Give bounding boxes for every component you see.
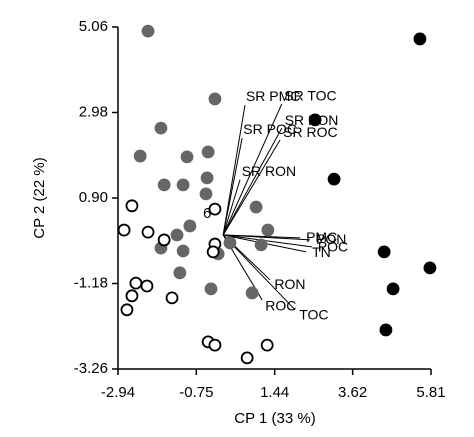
point	[254, 238, 268, 252]
x-tick-label: 1.44	[260, 384, 289, 401]
point	[249, 200, 263, 214]
loading-label: RON	[274, 276, 305, 292]
point	[204, 282, 218, 296]
point	[199, 187, 213, 201]
loading-label: SR ROC	[283, 124, 337, 140]
point	[379, 323, 393, 337]
point	[423, 261, 437, 275]
point	[308, 113, 322, 127]
loading-vector	[222, 103, 283, 236]
y-tick-label: -1.18	[74, 274, 108, 291]
point	[141, 24, 155, 38]
y-tick-label: 2.98	[79, 103, 108, 120]
y-tick-label: -3.26	[74, 360, 108, 377]
loading-vector	[223, 234, 312, 248]
point	[327, 172, 341, 186]
point	[201, 145, 215, 159]
x-tick-label: -2.94	[101, 384, 135, 401]
point	[377, 245, 391, 259]
loading-label: TN	[312, 244, 331, 260]
x-tick-label: -0.75	[179, 384, 213, 401]
x-tick-label: 5.81	[416, 384, 445, 401]
point	[170, 228, 184, 242]
point	[206, 245, 220, 259]
point	[245, 286, 259, 300]
loading-label: ROC	[265, 298, 296, 314]
point	[133, 149, 147, 163]
loading-vector	[222, 137, 243, 236]
point	[176, 244, 190, 258]
point	[208, 338, 222, 352]
loading-label: SR POC	[243, 121, 297, 137]
point	[183, 219, 197, 233]
loading-label: SR RON	[242, 163, 296, 179]
point	[200, 171, 214, 185]
y-axis-label: CP 2 (22 %)	[31, 157, 48, 238]
loading-label: SR TOC	[284, 87, 336, 103]
loading-vector	[223, 234, 311, 241]
point	[165, 291, 179, 305]
loading-vector	[222, 234, 296, 311]
loading-vector	[222, 139, 281, 236]
point	[260, 338, 274, 352]
point	[117, 223, 131, 237]
point	[129, 276, 143, 290]
loading-vector	[222, 105, 246, 236]
loading-label: SR PMC	[246, 88, 300, 104]
loading-label: PMC	[306, 229, 337, 245]
loading-label: PON	[316, 231, 346, 247]
point	[240, 351, 254, 365]
point	[157, 178, 171, 192]
loading-label: POC	[318, 239, 348, 255]
point	[223, 236, 237, 250]
point	[208, 202, 222, 216]
point	[141, 225, 155, 239]
point	[176, 178, 190, 192]
x-tick-label: 3.62	[338, 384, 367, 401]
x-axis-label: CP 1 (33 %)	[234, 410, 315, 427]
loading-label: TOC	[299, 306, 328, 322]
point	[157, 233, 171, 247]
point	[125, 199, 139, 213]
point	[125, 289, 139, 303]
point	[173, 266, 187, 280]
y-tick-label: 5.06	[79, 18, 108, 35]
point	[386, 282, 400, 296]
point	[208, 92, 222, 106]
loading-vector	[222, 179, 241, 236]
point	[120, 303, 134, 317]
y-tick-label: 0.90	[79, 189, 108, 206]
loading-vector	[222, 127, 283, 236]
point	[180, 150, 194, 164]
point	[140, 279, 154, 293]
point	[261, 223, 275, 237]
point	[154, 121, 168, 135]
annotation: 6	[203, 205, 211, 222]
point	[413, 32, 427, 46]
